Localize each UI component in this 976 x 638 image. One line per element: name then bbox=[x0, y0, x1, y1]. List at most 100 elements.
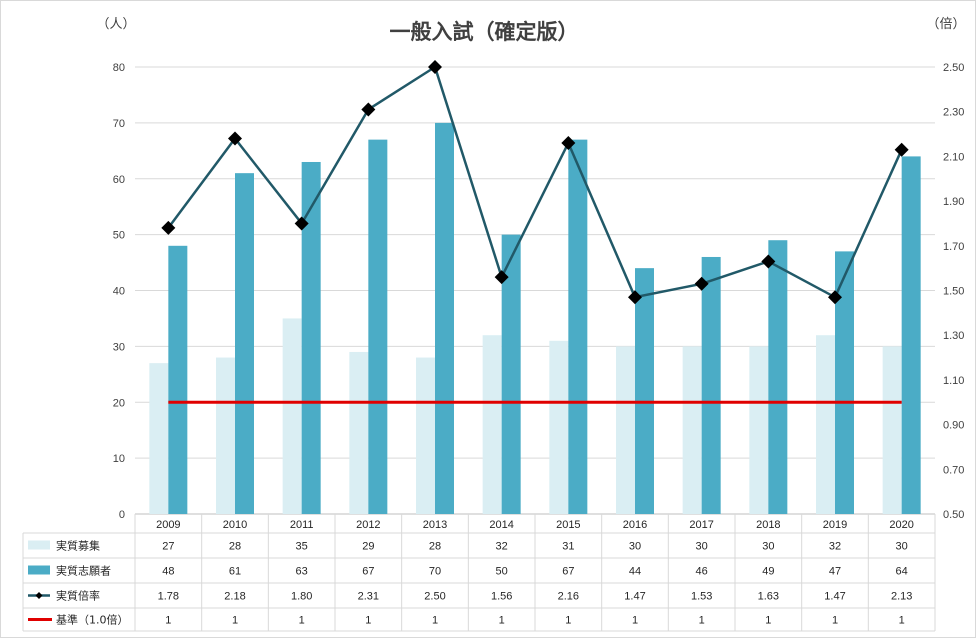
table-cell: 30 bbox=[896, 541, 908, 553]
bar-実質募集-2014 bbox=[482, 335, 502, 514]
table-cell: 63 bbox=[296, 566, 308, 578]
table-cell: 1 bbox=[699, 615, 705, 627]
table-cell: 30 bbox=[696, 541, 708, 553]
y2-tick-label: 2.10 bbox=[943, 151, 964, 163]
bar-実質募集-2011 bbox=[282, 318, 302, 514]
y2-tick-label: 1.90 bbox=[943, 196, 964, 208]
y-tick-label: 0 bbox=[119, 509, 125, 521]
bar-実質募集-2010 bbox=[216, 357, 235, 514]
table-cell: 32 bbox=[829, 541, 841, 553]
legend-key-実質志願者 bbox=[28, 565, 50, 575]
y2-tick-label: 0.90 bbox=[943, 420, 964, 432]
point-実質倍率-2015 bbox=[561, 135, 576, 150]
x-tick-label: 2013 bbox=[423, 519, 447, 531]
table-cell: 1 bbox=[499, 615, 505, 627]
gridlines bbox=[135, 66, 935, 515]
bar-実質志願者-2011 bbox=[301, 161, 321, 515]
table-cell: 1 bbox=[365, 615, 371, 627]
bar-実質志願者-2017 bbox=[701, 256, 721, 514]
y-tick-label: 20 bbox=[113, 397, 125, 409]
y-tick-label: 60 bbox=[113, 174, 125, 186]
table-cell: 67 bbox=[362, 566, 374, 578]
point-実質倍率-2011 bbox=[294, 216, 309, 231]
table-cell: 1 bbox=[165, 615, 171, 627]
y2-tick-label: 1.10 bbox=[943, 375, 964, 387]
y2-tick-label: 2.30 bbox=[943, 107, 964, 119]
x-tick-label: 2016 bbox=[623, 519, 647, 531]
table-row-label: 実質志願者 bbox=[56, 564, 111, 578]
bar-実質志願者-2020 bbox=[901, 156, 921, 514]
bar-実質募集-2020 bbox=[882, 346, 902, 514]
table-cell: 2.16 bbox=[558, 591, 579, 603]
bar-実質募集-2015 bbox=[549, 340, 569, 514]
legend-key-marker-実質倍率 bbox=[35, 592, 43, 599]
bar-実質志願者-2014 bbox=[501, 234, 521, 514]
legend-key-実質募集 bbox=[28, 540, 50, 550]
chart-title: 一般入試（確定版） bbox=[390, 20, 579, 44]
left-axis: 0 10 20 30 40 50 60 70 80 bbox=[113, 62, 125, 521]
table-cell: 1.56 bbox=[491, 591, 512, 603]
table-cell: 31 bbox=[562, 541, 574, 553]
bar-実質志願者-2015 bbox=[568, 139, 588, 514]
x-tick-label: 2014 bbox=[489, 519, 513, 531]
table-cell: 1 bbox=[432, 615, 438, 627]
point-実質倍率-2018 bbox=[761, 254, 776, 269]
table-cell: 1 bbox=[899, 615, 905, 627]
point-実質倍率-2014 bbox=[494, 270, 509, 285]
y-tick-label: 30 bbox=[113, 341, 125, 353]
table-cell: 64 bbox=[896, 566, 908, 578]
table-cell: 2.50 bbox=[424, 591, 445, 603]
left-axis-unit: （人） bbox=[96, 17, 135, 32]
table-cell: 46 bbox=[696, 566, 708, 578]
table-cell: 1.47 bbox=[624, 591, 645, 603]
table-cell: 29 bbox=[362, 541, 374, 553]
bar-実質募集-2017 bbox=[682, 346, 702, 514]
bar-実質志願者-2018 bbox=[768, 240, 788, 514]
table-row-label: 実質募集 bbox=[56, 539, 100, 553]
table-cell: 67 bbox=[562, 566, 574, 578]
table-cell: 28 bbox=[229, 541, 241, 553]
bar-実質募集-2009 bbox=[149, 363, 169, 514]
x-tick-label: 2020 bbox=[889, 519, 913, 531]
table-cell: 1.80 bbox=[291, 591, 312, 603]
bar-実質志願者-2010 bbox=[235, 173, 254, 514]
point-実質倍率-2016 bbox=[628, 290, 642, 305]
table-cell: 1.63 bbox=[758, 591, 779, 603]
x-tick-label: 2012 bbox=[356, 519, 380, 531]
y-tick-label: 50 bbox=[113, 230, 125, 242]
x-tick-label: 2019 bbox=[823, 519, 847, 531]
table-cell: 2.18 bbox=[224, 591, 245, 603]
table-cell: 70 bbox=[429, 566, 441, 578]
point-実質倍率-2012 bbox=[361, 102, 376, 117]
y2-tick-label: 2.50 bbox=[943, 62, 964, 74]
y-tick-label: 70 bbox=[113, 118, 125, 130]
x-tick-label: 2017 bbox=[689, 519, 713, 531]
bar-実質募集-2019 bbox=[816, 335, 835, 514]
bar-実質志願者-2016 bbox=[635, 268, 654, 514]
bar-実質志願者-2009 bbox=[168, 245, 188, 515]
bars bbox=[149, 122, 921, 515]
x-tick-label: 2018 bbox=[756, 519, 780, 531]
y-tick-label: 80 bbox=[113, 62, 125, 74]
table-cell: 27 bbox=[162, 541, 174, 553]
y-tick-label: 10 bbox=[113, 453, 125, 465]
bar-実質募集-2013 bbox=[416, 357, 435, 514]
x-tick-label: 2015 bbox=[556, 519, 580, 531]
bar-実質志願者-2012 bbox=[368, 139, 388, 514]
table-cell: 44 bbox=[629, 566, 641, 578]
table-cell: 1.78 bbox=[158, 591, 179, 603]
right-axis: 0.50 0.70 0.90 1.10 1.30 1.50 1.70 1.90 2.10 2.30… bbox=[943, 62, 964, 521]
table-cell: 35 bbox=[296, 541, 308, 553]
bar-実質募集-2012 bbox=[349, 351, 369, 514]
data-table: 2009 2010 2011 2012 2013 2014 2015 2016 2017 2018… bbox=[22, 514, 936, 632]
y2-tick-label: 0.50 bbox=[943, 509, 964, 521]
table-cell: 48 bbox=[162, 566, 174, 578]
point-実質倍率-2013 bbox=[428, 60, 442, 74]
table-cell: 47 bbox=[829, 566, 841, 578]
table-cell: 1.47 bbox=[824, 591, 845, 603]
table-cell: 30 bbox=[629, 541, 641, 553]
y2-tick-label: 1.70 bbox=[943, 241, 964, 253]
bar-実質募集-2016 bbox=[616, 346, 635, 514]
table-cell: 2.31 bbox=[358, 591, 379, 603]
